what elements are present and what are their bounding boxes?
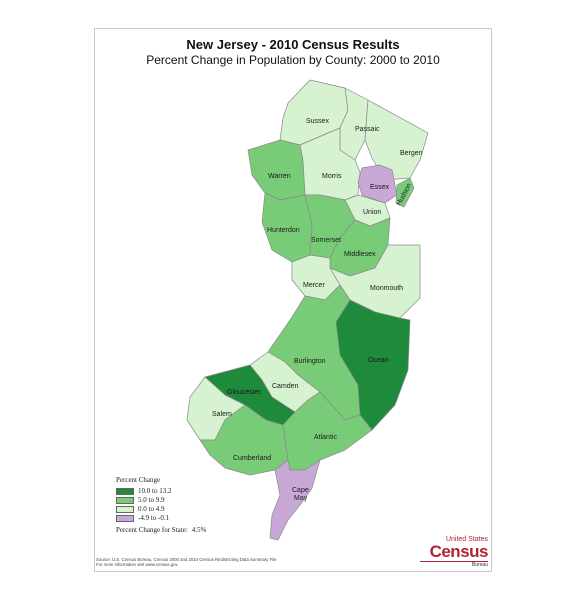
logo-line-1: United States (445, 536, 488, 543)
label-gloucester: Gloucester (227, 389, 262, 396)
label-atlantic: Atlantic (314, 434, 337, 441)
legend-swatch-3 (116, 506, 134, 513)
label-cumberland: Cumberland (233, 455, 271, 462)
legend-row-1: 10.0 to 13.2 (116, 487, 206, 496)
map-subtitle: Percent Change in Population by County: … (146, 53, 440, 67)
label-middlesex: Middlesex (344, 251, 376, 258)
source-line-1: Source: U.S. Census Bureau, Census 2000 … (96, 557, 277, 562)
source-line-2: For more information visit www.census.go… (96, 562, 178, 568)
label-monmouth: Monmouth (370, 285, 403, 292)
label-passaic: Passaic (355, 126, 380, 133)
legend-label-4: -4.9 to -0.1 (138, 514, 170, 522)
label-sussex: Sussex (306, 118, 329, 125)
label-somerset: Somerset (311, 237, 341, 244)
legend-row-4: -4.9 to -0.1 (116, 514, 206, 523)
county-essex[interactable] (357, 164, 398, 204)
label-mercer: Mercer (303, 282, 325, 289)
logo-line-3: Bureau (471, 562, 488, 568)
label-hunterdon: Hunterdon (267, 227, 300, 234)
county-warren[interactable] (247, 139, 306, 201)
label-camden: Camden (272, 383, 299, 390)
legend-swatch-4 (116, 515, 134, 522)
county-bergen[interactable] (364, 99, 429, 181)
map-title: New Jersey - 2010 Census Results (186, 37, 400, 52)
logo-line-2: Census (429, 542, 489, 561)
label-burlington: Burlington (294, 358, 326, 365)
legend-label-3: 0.0 to 4.9 (138, 505, 165, 513)
label-bergen: Bergen (400, 150, 423, 157)
label-cape-may-2: May (294, 495, 308, 502)
legend-label-1: 10.0 to 13.2 (138, 487, 172, 495)
census-bureau-logo: United States Census Bureau (420, 536, 489, 568)
county-cape-may[interactable] (269, 459, 321, 541)
legend-swatch-2 (116, 497, 134, 504)
legend: Percent Change 10.0 to 13.2 5.0 to 9.9 0… (116, 477, 206, 534)
state-change: Percent Change for State: 4.5% (116, 527, 206, 534)
legend-title: Percent Change (116, 476, 161, 484)
county-hudson[interactable] (395, 177, 415, 208)
label-morris: Morris (322, 173, 342, 180)
label-cape-may-1: Cape (292, 487, 309, 494)
label-salem: Salem (212, 411, 232, 418)
source-note: Source: U.S. Census Bureau, Census 2000 … (96, 557, 277, 567)
logo-rule (420, 561, 488, 562)
state-change-value: 4.5% (191, 526, 207, 534)
label-union: Union (363, 209, 381, 216)
legend-swatch-1 (116, 488, 134, 495)
label-ocean: Ocean (368, 357, 389, 364)
legend-row-3: 0.0 to 4.9 (116, 505, 206, 514)
label-essex: Essex (370, 184, 390, 191)
state-change-label: Percent Change for State: (116, 526, 188, 534)
label-warren: Warren (268, 173, 291, 180)
county-ocean[interactable] (335, 299, 411, 431)
legend-row-2: 5.0 to 9.9 (116, 496, 206, 505)
legend-label-2: 5.0 to 9.9 (138, 496, 165, 504)
